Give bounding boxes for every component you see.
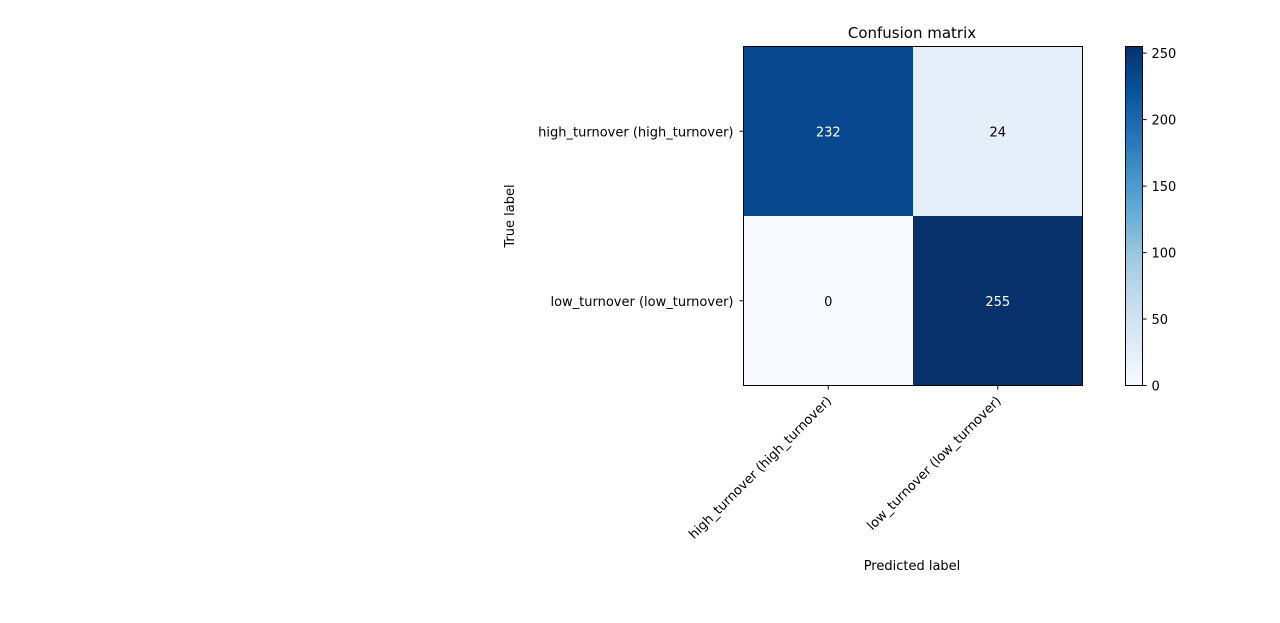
x-tick-label: low_turnover (low_turnover) — [865, 394, 1005, 534]
colorbar-tick-label: 0 — [1152, 380, 1160, 395]
cell-value-label: 24 — [989, 125, 1006, 140]
colorbar-tick-label: 200 — [1152, 114, 1177, 129]
heatmap-cell — [913, 46, 1083, 216]
heatmap-cell-labels: 232 24 0 255 — [816, 125, 1010, 310]
cell-value-label: 255 — [985, 295, 1010, 310]
x-axis-label: Predicted label — [864, 559, 961, 574]
colorbar-tick-label: 150 — [1152, 180, 1177, 195]
colorbar-tick-label: 100 — [1152, 247, 1177, 262]
chart-title: Confusion matrix — [848, 24, 976, 42]
colorbar-tick-label: 250 — [1152, 47, 1177, 62]
colorbar-ticks: 0 50 100 150 200 250 — [1142, 47, 1177, 395]
x-axis-ticks: high_turnover (high_turnover) low_turnove… — [686, 385, 1005, 543]
y-axis-ticks: high_turnover (high_turnover) low_turnove… — [538, 125, 744, 310]
heatmap-cell — [743, 216, 913, 386]
cell-value-label: 0 — [824, 295, 832, 310]
x-tick-label: high_turnover (high_turnover) — [686, 394, 835, 543]
heatmap-cell — [913, 216, 1083, 386]
colorbar-tick-label: 50 — [1152, 313, 1169, 328]
heatmap-cells — [743, 46, 1083, 386]
cell-value-label: 232 — [816, 125, 841, 140]
plot-frame — [743, 46, 1083, 386]
y-tick-label: high_turnover (high_turnover) — [538, 125, 733, 140]
y-tick-label: low_turnover (low_turnover) — [550, 295, 733, 310]
heatmap-cell — [743, 46, 913, 216]
colorbar — [1125, 46, 1143, 386]
y-axis-label: True label — [503, 184, 518, 248]
